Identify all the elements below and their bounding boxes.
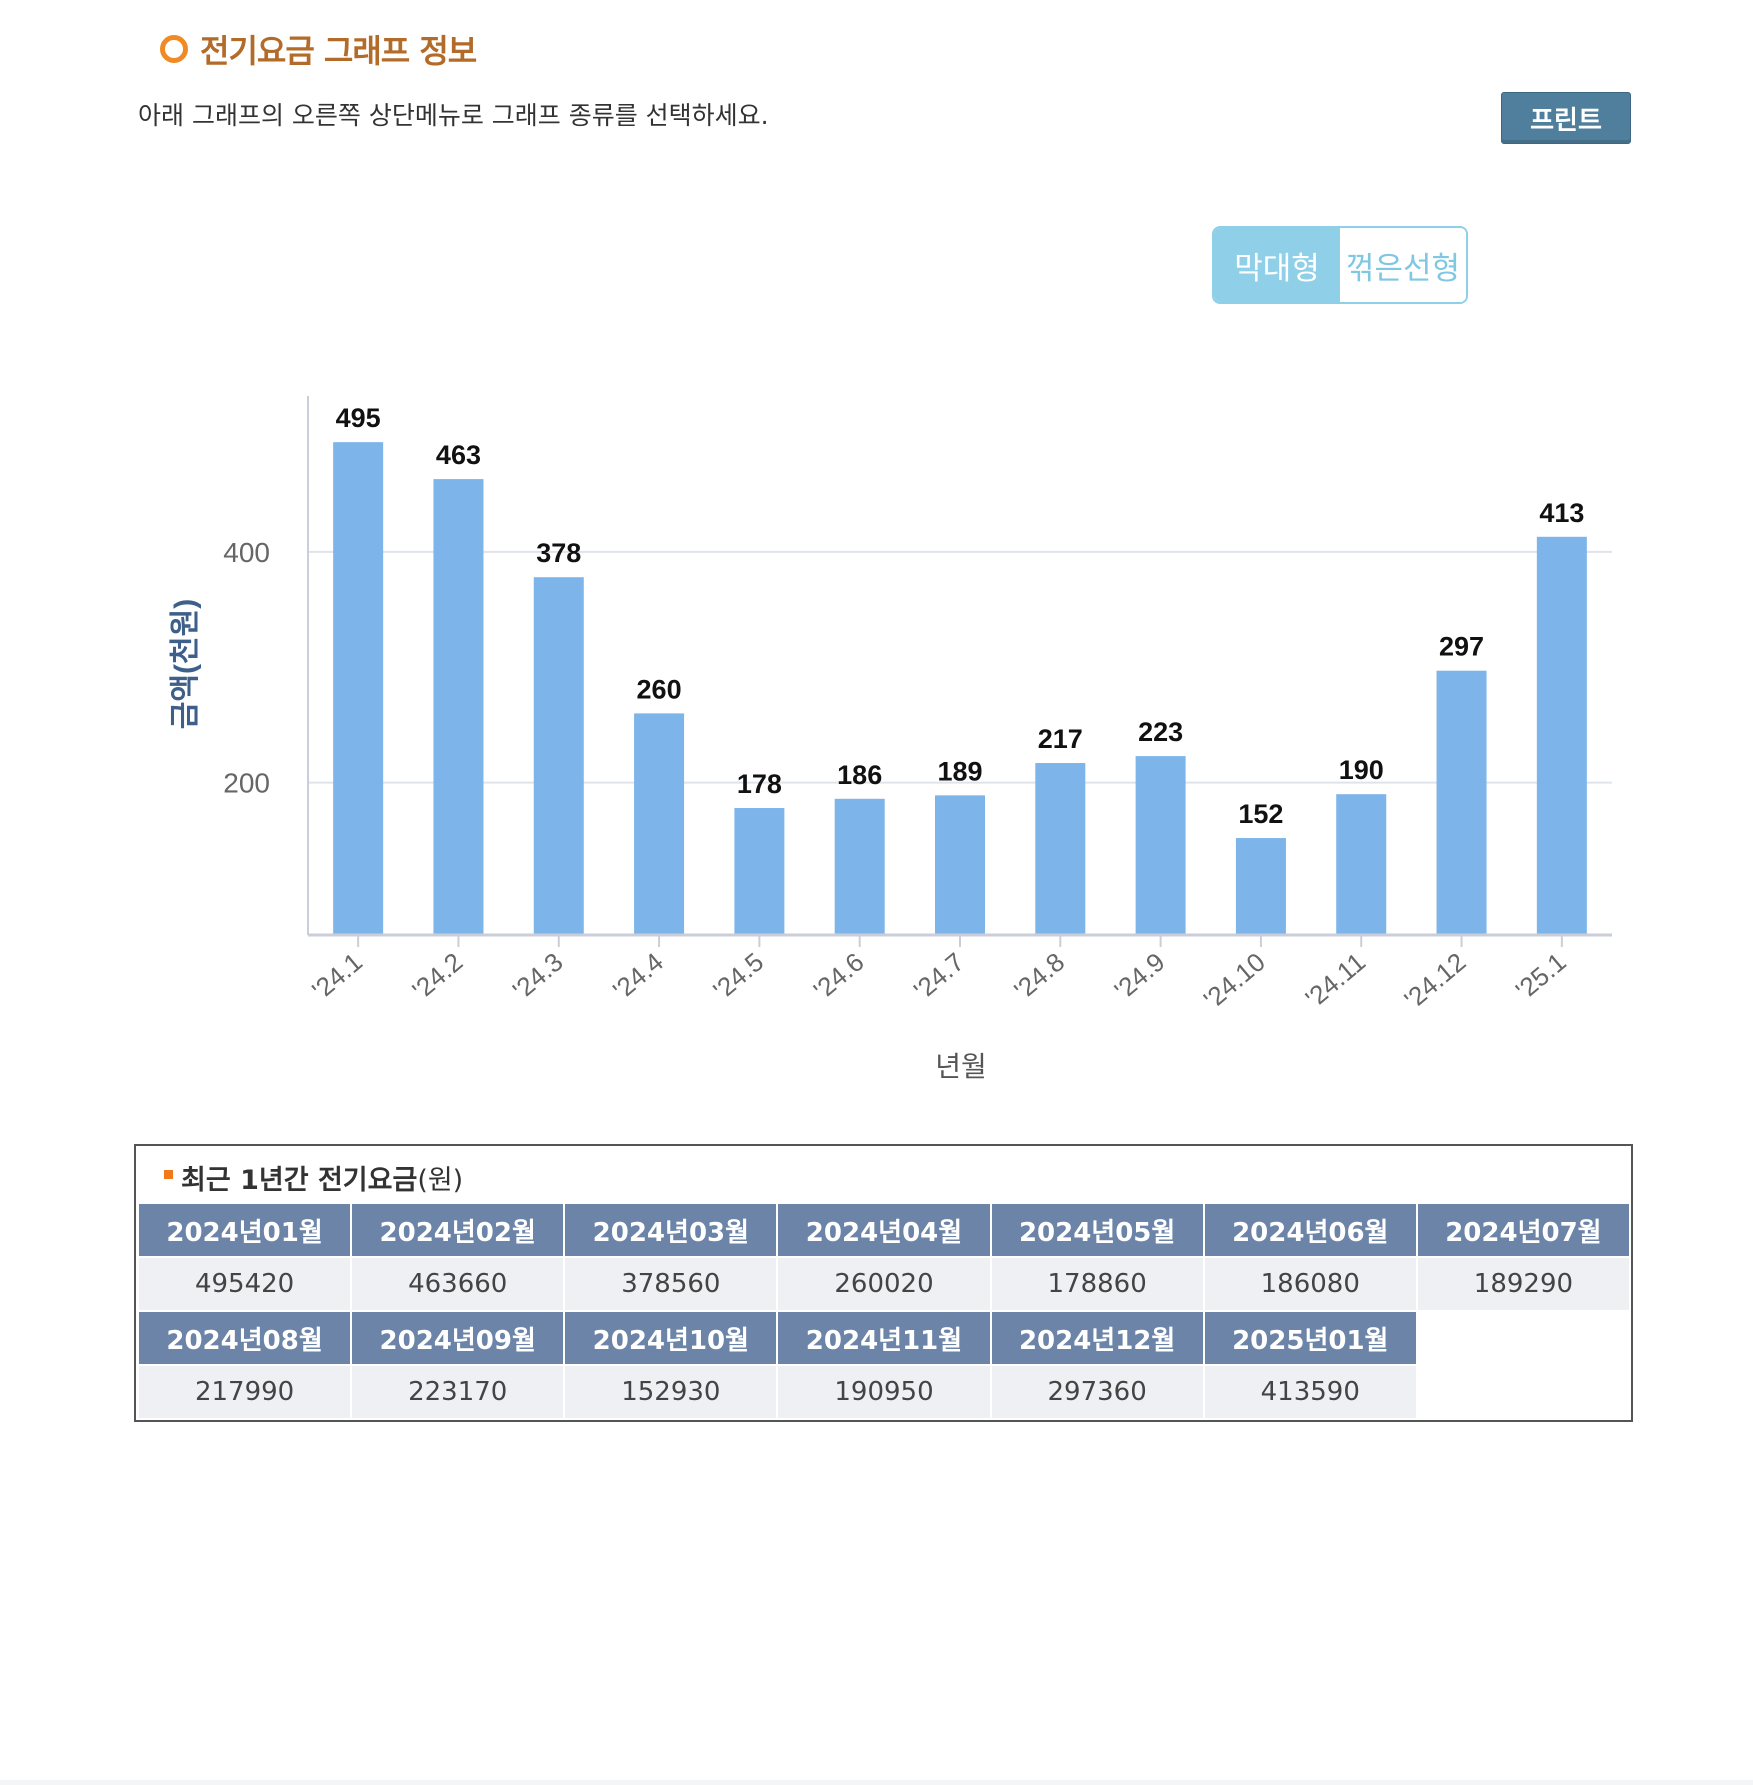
month-header: 2024년06월 [1204,1204,1416,1258]
bar[interactable] [433,479,484,935]
bill-amount: 190950 [778,1366,990,1420]
x-tick-label: '24.5 [707,947,769,1006]
bar[interactable] [834,798,885,935]
bill-amount: 189290 [1417,1258,1629,1312]
bill-amount: 378560 [565,1258,777,1312]
month-header: 2024년02월 [352,1204,564,1258]
bar-series [333,442,1587,935]
instruction-text: 아래 그래프의 오른쪽 상단메뉴로 그래프 종류를 선택하세요. [138,101,769,130]
x-tick-label: '24.8 [1008,947,1070,1006]
data-label: 260 [637,674,682,704]
table-caption: 최근 1년간 전기요금 (원) [164,1158,463,1197]
data-label: 297 [1439,632,1484,662]
month-header: 2024년08월 [139,1312,351,1366]
month-header: 2024년07월 [1417,1204,1629,1258]
axes: 200 400 '24.1 '24.2 '24.3 '24.4 '24.5 '24.6 '24.… [223,396,1612,1015]
data-label: 186 [837,760,882,790]
data-label: 413 [1539,498,1584,528]
bar[interactable] [1035,763,1086,935]
data-label: 378 [536,538,581,568]
bill-amount: 223170 [352,1366,564,1420]
page-title: 전기요금 그래프 정보 [200,32,477,70]
bill-amount: 186080 [1204,1258,1416,1312]
bar[interactable] [333,442,384,935]
month-header: 2025년01월 [1204,1312,1416,1366]
month-header: 2024년10월 [565,1312,777,1366]
data-label: 178 [737,769,782,799]
y-tick-label: 400 [223,537,270,568]
x-tick-label: '24.7 [908,947,970,1006]
print-button[interactable]: 프린트 [1501,92,1631,144]
bar[interactable] [734,808,785,935]
x-tick-label: '25.1 [1510,947,1572,1006]
bill-amount: 463660 [352,1258,564,1312]
x-tick-label: '24.4 [607,947,669,1006]
bill-amount: 260020 [778,1258,990,1312]
x-axis-title: 년월 [935,1051,987,1082]
empty-cell [1417,1366,1629,1420]
month-header: 2024년01월 [139,1204,351,1258]
x-tick-label: '24.12 [1398,947,1471,1015]
bill-amount: 297360 [991,1366,1203,1420]
bill-amount: 217990 [139,1366,351,1420]
month-header: 2024년04월 [778,1204,990,1258]
data-label: 152 [1238,799,1283,829]
data-label: 223 [1138,717,1183,747]
bar-chart-toggle-button[interactable]: 막대형 [1214,228,1340,302]
x-tick-label: '24.1 [306,947,368,1006]
square-bullet-icon [164,1170,173,1179]
data-label: 495 [336,403,381,433]
month-header: 2024년05월 [991,1204,1203,1258]
bills-grid: 2024년01월 2024년02월 2024년03월 2024년04월 2024… [139,1204,1629,1420]
month-header: 2024년12월 [991,1312,1203,1366]
x-tick-label: '24.3 [507,947,569,1006]
data-labels: 495 463 378 260 178 186 189 217 223 152 190 297 413 [336,403,1585,829]
bar[interactable] [1436,670,1487,935]
month-header: 2024년09월 [352,1312,564,1366]
bar[interactable] [1336,794,1387,935]
x-tick-label: '24.10 [1198,947,1271,1015]
bar[interactable] [1135,756,1186,935]
bar[interactable] [935,795,985,935]
bill-amount: 495420 [139,1258,351,1312]
grid-lines [308,550,1612,784]
bar[interactable] [634,713,685,935]
empty-cell [1417,1312,1629,1366]
data-label: 463 [436,440,481,470]
bar[interactable] [1235,838,1286,935]
x-tick-label: '24.9 [1109,947,1171,1006]
table-caption-title: 최근 1년간 전기요금 [181,1165,418,1196]
x-tick-label: '24.11 [1300,947,1371,1014]
month-header: 2024년11월 [778,1312,990,1366]
chart-type-toggle: 막대형 꺾은선형 [1212,226,1468,304]
bar[interactable] [1536,536,1587,935]
y-axis-title: 금액(천원) [169,599,202,729]
data-label: 217 [1038,724,1083,754]
line-chart-toggle-button[interactable]: 꺾은선형 [1340,228,1466,302]
page-bottom-divider [0,1780,1753,1785]
bar[interactable] [533,577,584,935]
table-caption-unit: (원) [417,1165,464,1196]
section-title: 전기요금 그래프 정보 [160,26,477,72]
x-tick-label: '24.2 [406,947,468,1006]
y-tick-label: 200 [223,768,270,799]
x-tick-label: '24.6 [808,947,870,1006]
recent-bills-table: 최근 1년간 전기요금 (원) 2024년01월 2024년02월 2024년0… [134,1144,1633,1422]
circle-bullet-icon [160,35,188,63]
data-label: 190 [1339,755,1384,785]
bill-amount: 178860 [991,1258,1203,1312]
bill-amount: 152930 [565,1366,777,1420]
month-header: 2024년03월 [565,1204,777,1258]
bill-amount: 413590 [1204,1366,1416,1420]
data-label: 189 [937,756,982,786]
